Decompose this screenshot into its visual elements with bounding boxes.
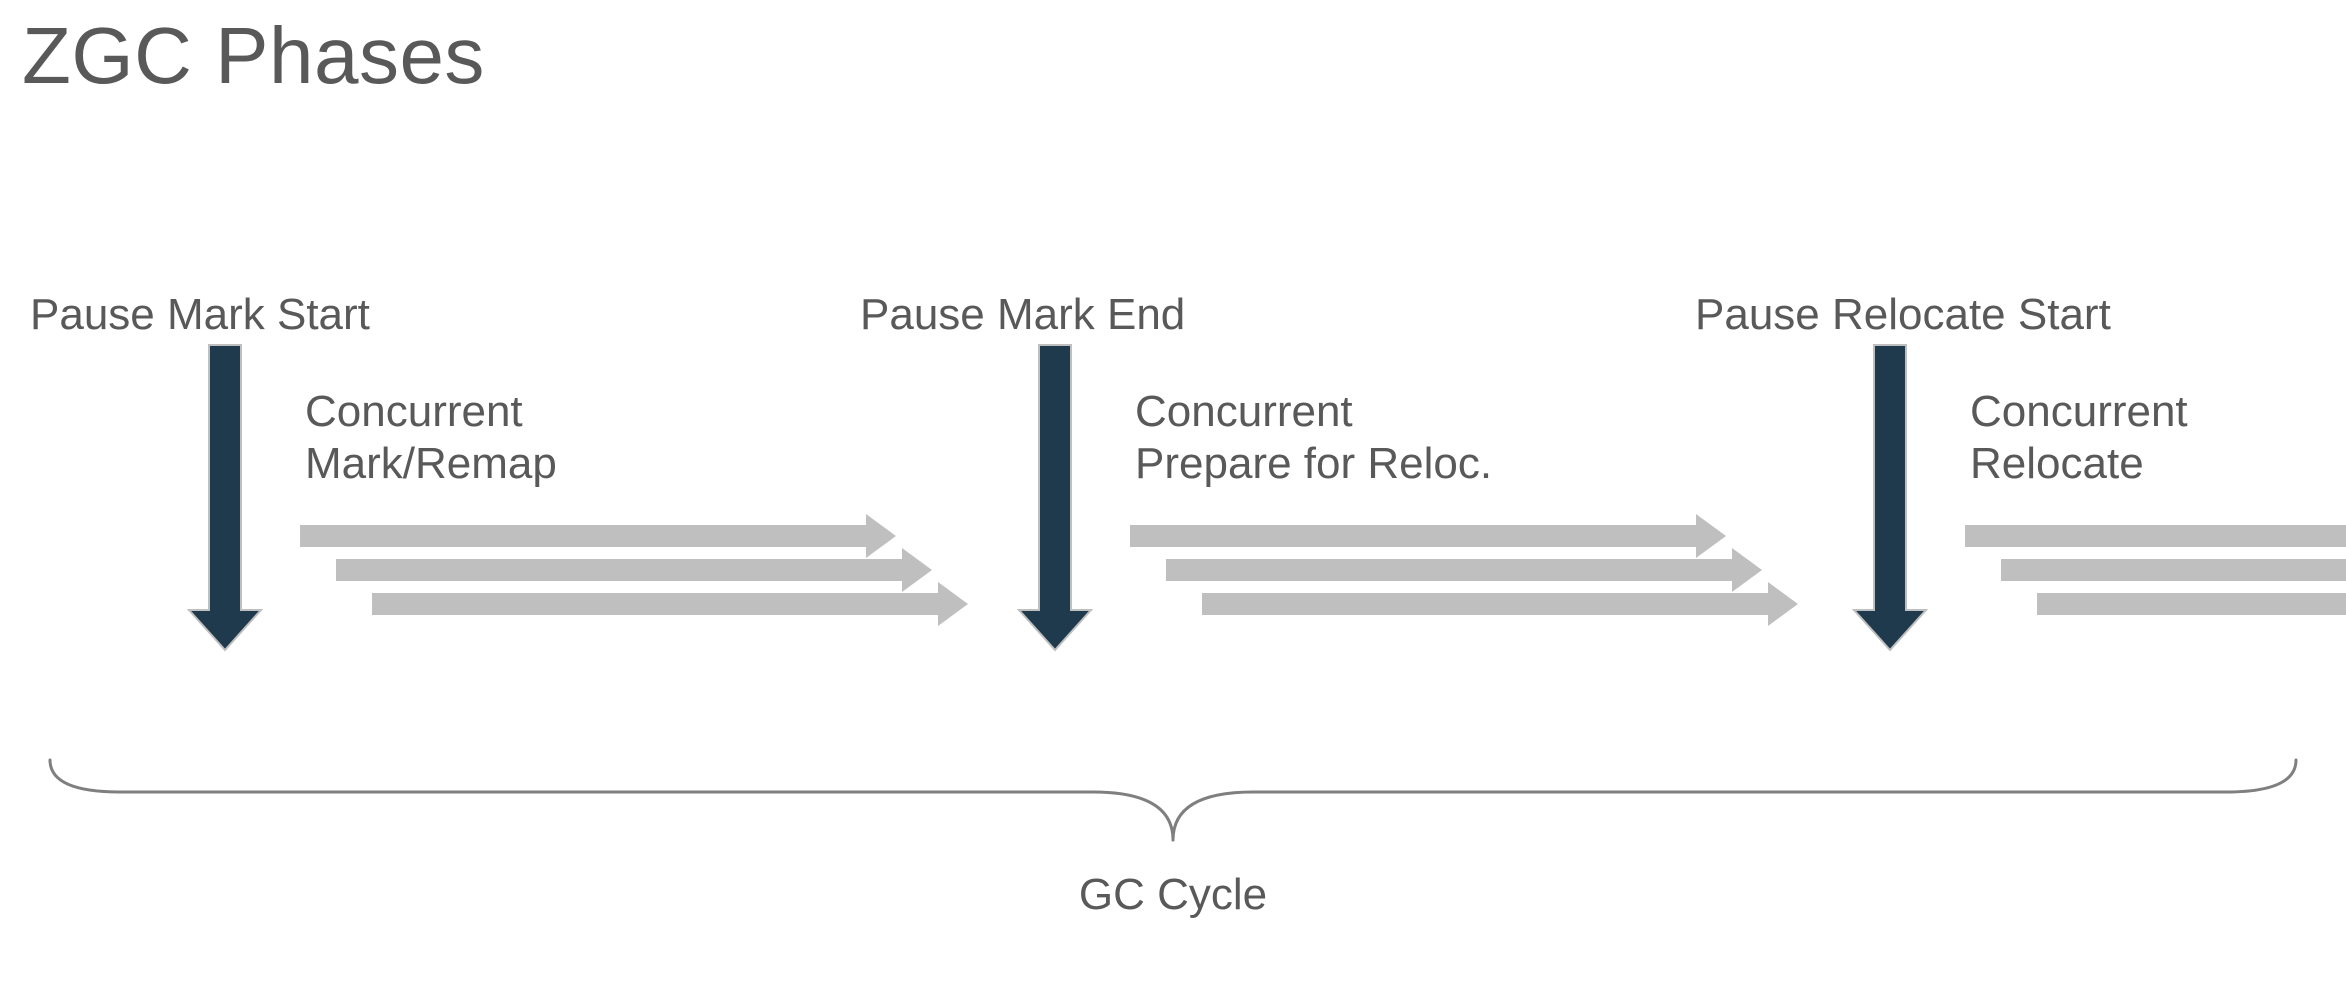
pause-label-1: Pause Mark Start: [30, 290, 370, 340]
concurrent-arrow: [1166, 548, 1762, 592]
page-title: ZGC Phases: [22, 10, 485, 102]
pause-arrow: [1854, 345, 1926, 650]
gc-cycle-brace: [1173, 760, 2296, 840]
gc-cycle-label: GC Cycle: [1079, 870, 1267, 920]
concurrent-arrow: [336, 548, 932, 592]
pause-label-2: Pause Mark End: [860, 290, 1185, 340]
diagram-svg: [0, 0, 2346, 994]
concurrent-arrow: [1202, 582, 1798, 626]
concurrent-label-2: Concurrent Prepare for Reloc.: [1135, 386, 1492, 490]
concurrent-label-1: Concurrent Mark/Remap: [305, 386, 557, 490]
pause-arrow: [1019, 345, 1091, 650]
pause-arrow: [189, 345, 261, 650]
concurrent-arrow: [1130, 514, 1726, 558]
concurrent-arrow: [2037, 582, 2346, 626]
concurrent-arrow: [372, 582, 968, 626]
concurrent-arrow: [2001, 548, 2346, 592]
concurrent-label-3: Concurrent Relocate: [1970, 386, 2188, 490]
concurrent-arrow: [1965, 514, 2346, 558]
pause-label-3: Pause Relocate Start: [1695, 290, 2111, 340]
concurrent-arrow: [300, 514, 896, 558]
gc-cycle-brace: [50, 760, 1173, 840]
